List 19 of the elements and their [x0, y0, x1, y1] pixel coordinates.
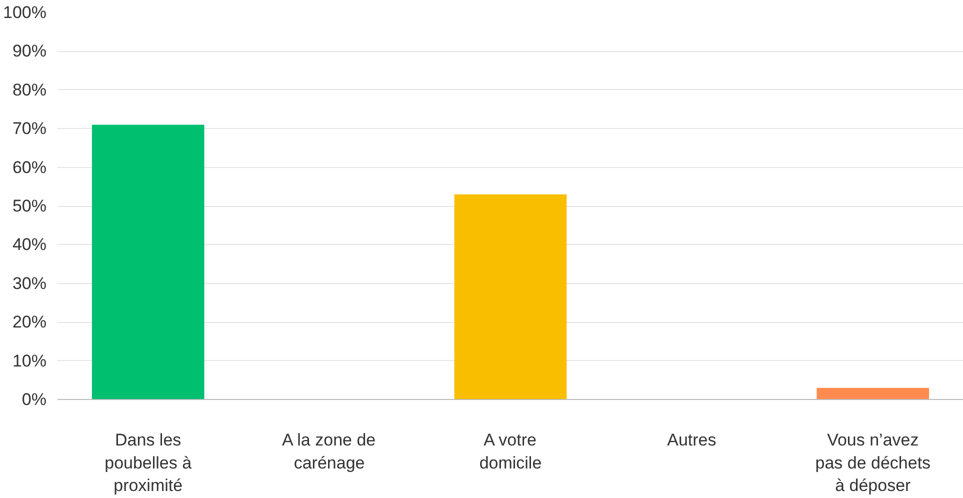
y-tick-label: 40%	[12, 235, 47, 254]
x-tick-label: A la zone de carénage	[282, 430, 376, 472]
y-tick-label: 100%	[3, 3, 47, 22]
y-tick-label: 90%	[12, 42, 47, 61]
bar	[92, 124, 204, 400]
y-tick-label: 10%	[12, 351, 47, 370]
bar	[816, 388, 930, 400]
y-tick-label: 60%	[12, 158, 47, 177]
y-tick-label: 30%	[12, 274, 47, 293]
x-tick-label: Dans les poubelles à proximité	[104, 430, 192, 496]
y-tick-label: 0%	[22, 390, 47, 409]
y-tick-label: 80%	[12, 80, 47, 100]
y-tick-label: 20%	[12, 312, 47, 332]
x-tick-label: Vous n’avez pas de déchets à déposer	[815, 430, 931, 496]
x-tick-label: A votre domicile	[479, 430, 542, 472]
bar	[454, 194, 567, 400]
x-tick-label: Autres	[667, 430, 716, 450]
y-tick-label: 50%	[12, 196, 47, 216]
y-tick-label: 70%	[12, 119, 47, 138]
